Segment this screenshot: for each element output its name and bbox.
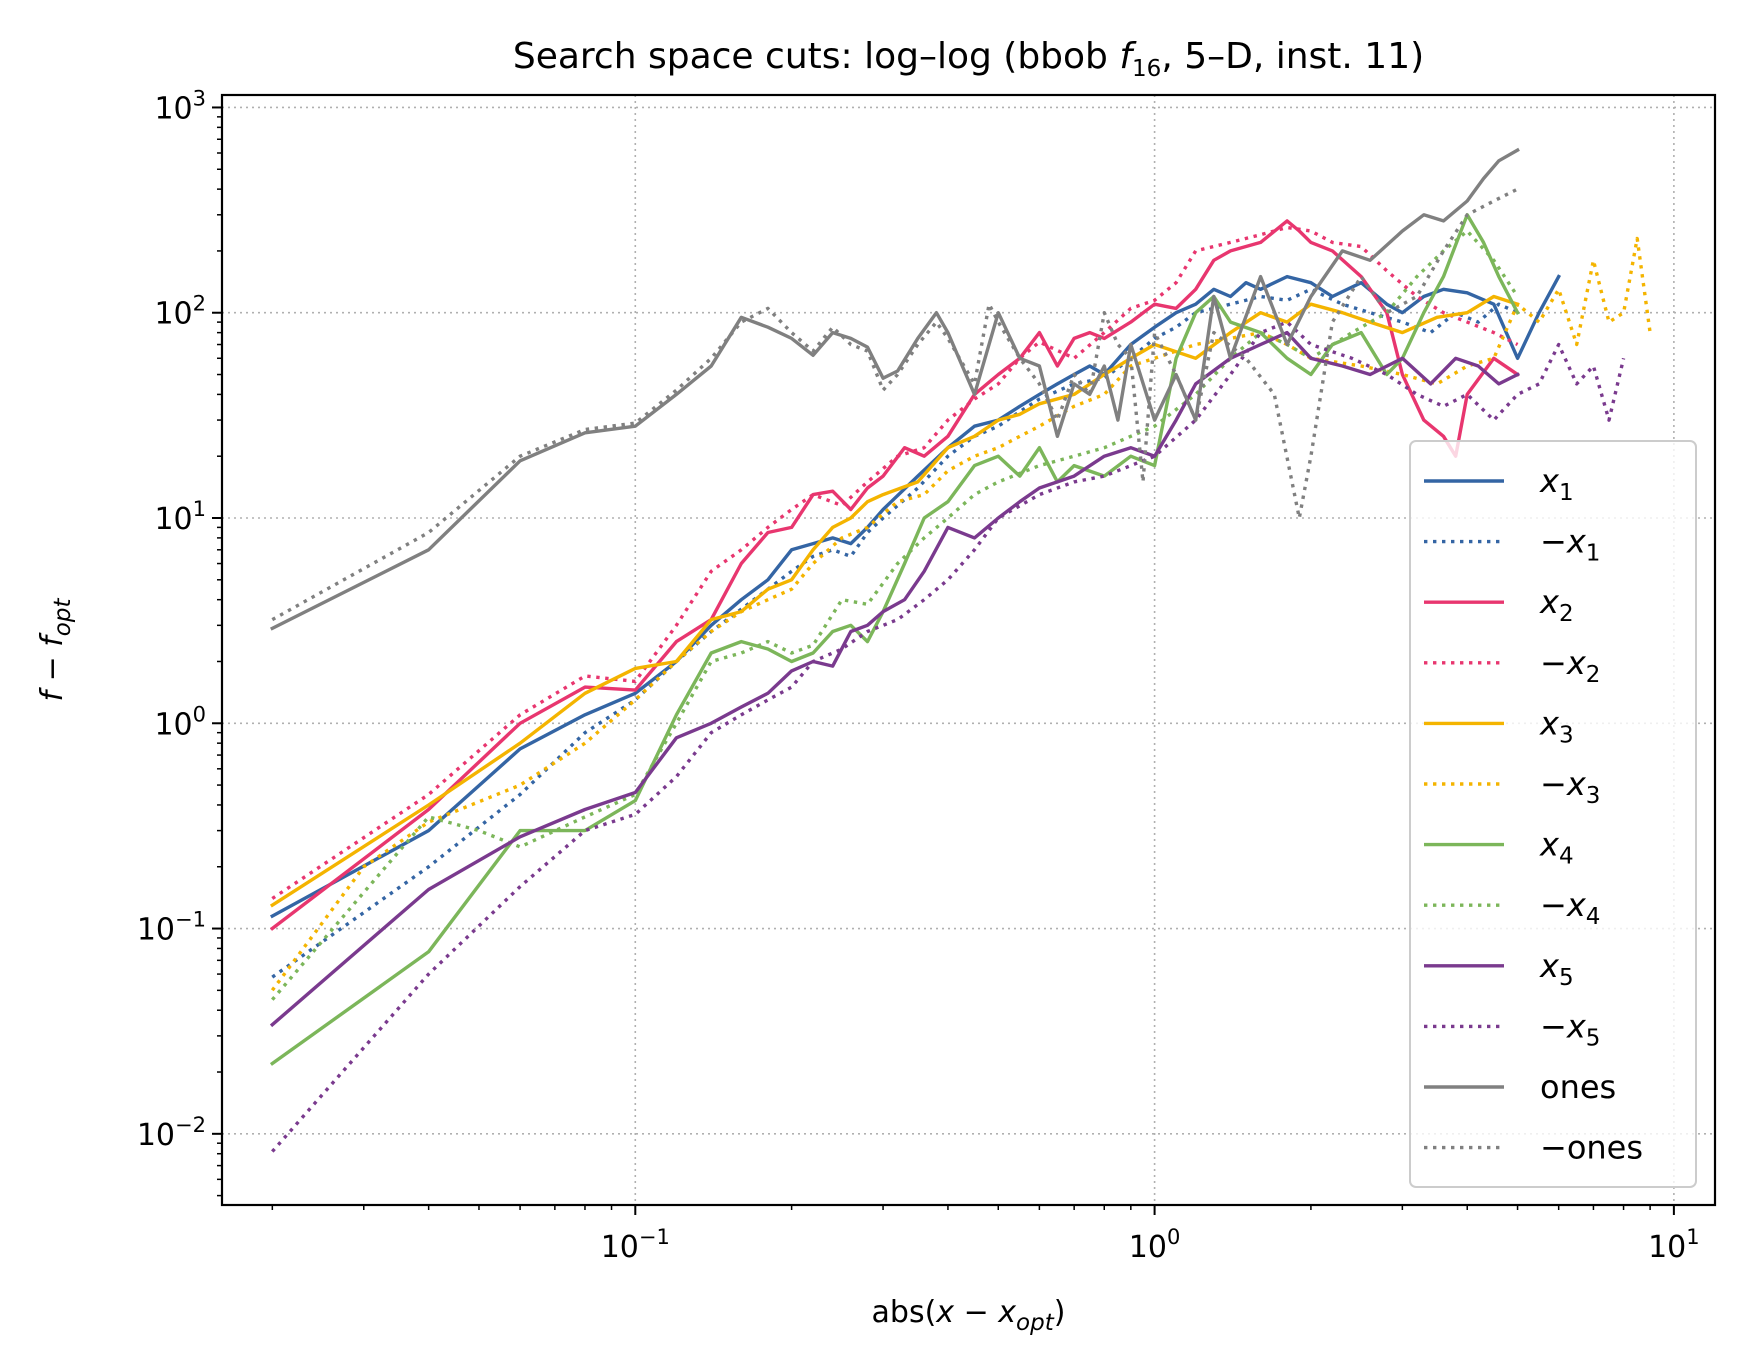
- legend-label-neg-x5: −x5: [1540, 1007, 1600, 1051]
- legend-subscript: 1: [1586, 541, 1601, 567]
- y-axis-label: f − fopt: [35, 598, 76, 702]
- y-axis-label-subscript: opt: [50, 598, 76, 637]
- series-line-x3: [269, 294, 1520, 908]
- plot-frame: [220, 93, 1717, 1207]
- x-axis-label-var: x: [935, 1295, 954, 1330]
- title-text-part: Search space cuts: log–log (bbob: [513, 36, 1120, 77]
- series-line-ones: [270, 147, 1520, 631]
- y-tick-exponent: 0: [193, 702, 206, 726]
- legend-label-x2: x2: [1539, 583, 1574, 627]
- x-axis-label-subscript: opt: [1016, 1310, 1055, 1336]
- y-axis-label-part: −: [35, 647, 70, 691]
- y-tick-exponent: −1: [175, 908, 206, 932]
- y-tick-exponent: 2: [193, 292, 206, 316]
- legend-label-neg-x4: −x4: [1540, 886, 1600, 930]
- legend-subscript: 2: [1559, 601, 1574, 627]
- x-axis-label-part: abs(: [872, 1295, 937, 1330]
- x-tick-base: 10: [601, 1230, 639, 1265]
- x-tick-exponent: −1: [639, 1225, 670, 1249]
- legend-label-x3: x3: [1539, 704, 1574, 748]
- y-tick-label: 101: [154, 497, 206, 537]
- legend-subscript: 5: [1559, 965, 1574, 991]
- legend-name: x: [1539, 947, 1560, 985]
- legend-label-x1: x1: [1539, 462, 1574, 506]
- x-tick-label: 100: [1129, 1225, 1181, 1265]
- series-line-neg-x1: [271, 287, 1519, 979]
- y-tick-base: 10: [154, 297, 192, 332]
- y-tick-base: 10: [154, 91, 192, 126]
- legend-name: x: [1566, 1007, 1587, 1045]
- x-tick-base: 10: [1129, 1230, 1167, 1265]
- legend-label-x5: x5: [1539, 947, 1574, 991]
- y-tick-label: 102: [154, 292, 206, 332]
- x-axis-label-part: −: [954, 1295, 998, 1330]
- legend-sign: −: [1540, 886, 1567, 924]
- legend-label-neg-ones: −ones: [1540, 1129, 1643, 1167]
- series-lines: [269, 147, 1652, 1153]
- legend-subscript: 3: [1559, 722, 1574, 748]
- y-tick-label: 103: [154, 86, 206, 126]
- y-tick-label: 10−2: [137, 1113, 206, 1153]
- axis-ticks: [212, 106, 1675, 1215]
- legend-label-neg-x3: −x3: [1540, 765, 1600, 809]
- legend-name: ones: [1567, 1129, 1643, 1167]
- legend-label-neg-x2: −x2: [1540, 644, 1600, 688]
- x-tick-label: 101: [1648, 1225, 1700, 1265]
- title-text-part: , 5–D, inst. 11): [1161, 36, 1424, 77]
- legend-name: x: [1539, 704, 1560, 742]
- legend-subscript: 1: [1559, 480, 1574, 506]
- legend-box: [1409, 440, 1697, 1188]
- legend-subscript: 4: [1586, 904, 1601, 930]
- legend-label-neg-x1: −x1: [1540, 523, 1600, 567]
- legend-name: x: [1566, 886, 1587, 924]
- series-line-neg-x2: [271, 225, 1519, 900]
- x-tick-label: 10−1: [601, 1225, 670, 1265]
- series-line-x4: [269, 213, 1520, 1066]
- legend-sign: −: [1540, 1007, 1567, 1045]
- legend-name: x: [1566, 644, 1587, 682]
- x-tick-exponent: 0: [1167, 1225, 1180, 1249]
- x-tick-base: 10: [1648, 1230, 1686, 1265]
- x-tick-exponent: 1: [1686, 1225, 1699, 1249]
- x-axis-label: abs(x − xopt): [872, 1295, 1066, 1336]
- legend-sign: −: [1540, 1129, 1567, 1167]
- legend-name: x: [1566, 523, 1587, 561]
- legend-sign: −: [1540, 765, 1567, 803]
- y-tick-label: 100: [154, 702, 206, 742]
- x-axis-label-var: x: [997, 1295, 1016, 1330]
- chart-title: Search space cuts: log–log (bbob f16, 5–…: [513, 36, 1424, 82]
- y-tick-base: 10: [137, 1118, 175, 1153]
- series-line-x5: [269, 330, 1520, 1028]
- legend-label-ones: ones: [1540, 1068, 1616, 1106]
- y-tick-label: 10−1: [137, 908, 206, 948]
- title-function-subscript: 16: [1132, 56, 1161, 82]
- series-line-neg-ones: [271, 187, 1519, 622]
- legend-name: x: [1539, 583, 1560, 621]
- legend-subscript: 3: [1586, 783, 1601, 809]
- y-tick-base: 10: [154, 707, 192, 742]
- legend-subscript: 4: [1559, 844, 1574, 870]
- y-tick-base: 10: [137, 913, 175, 948]
- series-line-neg-x3: [270, 236, 1652, 992]
- y-tick-exponent: 1: [193, 497, 206, 521]
- legend-name: x: [1566, 765, 1587, 803]
- legend-sign: −: [1540, 523, 1567, 561]
- legend-name: ones: [1540, 1068, 1616, 1106]
- series-line-neg-x5: [271, 320, 1626, 1153]
- legend-subscript: 2: [1586, 662, 1601, 688]
- legend-name: x: [1539, 462, 1560, 500]
- series-line-x1: [269, 274, 1562, 919]
- x-axis-label-part: ): [1054, 1295, 1066, 1330]
- y-tick-exponent: −2: [175, 1113, 206, 1137]
- legend-name: x: [1539, 826, 1560, 864]
- legend-sign: −: [1540, 644, 1567, 682]
- y-tick-base: 10: [154, 502, 192, 537]
- y-tick-exponent: 3: [193, 86, 206, 110]
- legend-subscript: 5: [1586, 1025, 1601, 1051]
- legend-label-x4: x4: [1539, 826, 1574, 870]
